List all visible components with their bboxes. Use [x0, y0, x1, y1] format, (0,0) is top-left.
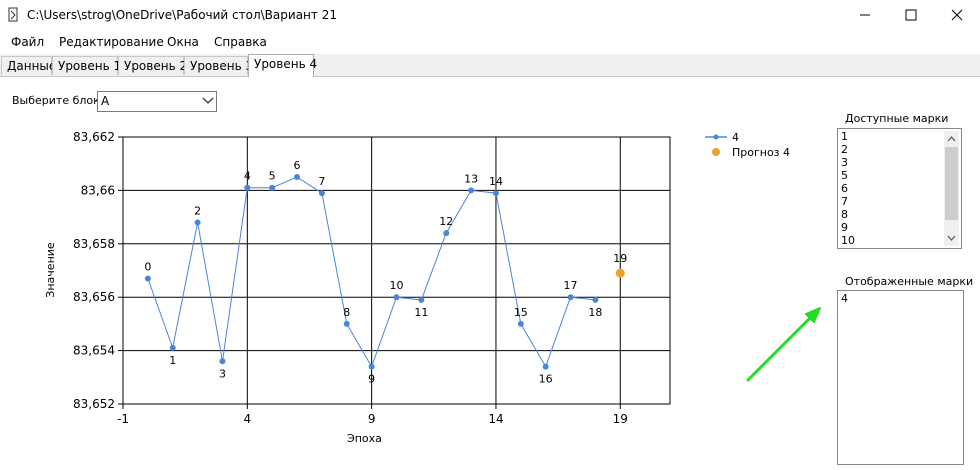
- maximize-icon[interactable]: [888, 0, 934, 30]
- displayed-marks-label: Отображенные марки: [845, 275, 974, 288]
- x-tick-label: 9: [368, 412, 376, 426]
- block-select-label: Выберите блок:: [12, 94, 104, 107]
- data-point: [443, 230, 450, 237]
- mark-list-item[interactable]: 3: [841, 156, 848, 169]
- point-label: 15: [514, 306, 528, 319]
- mark-list-item[interactable]: 9: [841, 221, 848, 234]
- menu-help[interactable]: Справка: [214, 35, 267, 49]
- close-icon[interactable]: [934, 0, 980, 30]
- tab-divider: [0, 76, 980, 77]
- y-tick-label: 83,658: [73, 237, 115, 251]
- forecast-point: [615, 268, 625, 278]
- minimize-icon[interactable]: [842, 0, 888, 30]
- data-point: [219, 358, 226, 365]
- mark-list-item[interactable]: 1: [841, 130, 848, 143]
- data-point: [393, 294, 400, 301]
- point-label: 0: [144, 261, 151, 274]
- block-select[interactable]: [97, 91, 217, 112]
- available-marks-label: Доступные марки: [845, 112, 949, 125]
- y-tick-label: 83,654: [73, 344, 115, 358]
- scrollbar-thumb[interactable]: [945, 147, 958, 220]
- available-marks-list[interactable]: [837, 128, 962, 249]
- menu-windows[interactable]: Окна: [167, 35, 199, 49]
- point-label: 16: [539, 373, 553, 386]
- legend-forecast-marker: [712, 148, 720, 156]
- point-label: 18: [588, 306, 602, 319]
- point-label: 13: [464, 172, 478, 185]
- title-bar: [0, 0, 980, 30]
- menu-bar: [0, 31, 980, 53]
- data-point: [492, 190, 499, 197]
- mark-list-item[interactable]: 10: [841, 234, 855, 247]
- chevron-down-icon[interactable]: [202, 96, 214, 106]
- mark-list-item[interactable]: 6: [841, 182, 848, 195]
- y-tick-label: 83,652: [73, 397, 115, 411]
- x-tick-label: 14: [488, 412, 503, 426]
- point-label: 5: [269, 170, 276, 183]
- y-tick-label: 83,656: [73, 290, 115, 304]
- y-axis-title: Значение: [44, 242, 57, 298]
- data-point: [368, 363, 375, 370]
- plot-area: [122, 136, 671, 405]
- point-label: 7: [318, 175, 325, 188]
- point-label: 6: [294, 159, 301, 172]
- point-label: 2: [194, 204, 201, 217]
- point-label: 9: [368, 373, 375, 386]
- point-label: 17: [564, 279, 578, 292]
- scroll-down-icon[interactable]: [945, 233, 958, 243]
- point-label: 11: [414, 306, 428, 319]
- data-point: [517, 320, 524, 327]
- tab-level-1[interactable]: Уровень 1: [52, 56, 121, 75]
- legend-line-dot: [713, 134, 719, 140]
- data-point: [468, 187, 475, 194]
- scroll-up-icon[interactable]: [945, 134, 958, 144]
- tab-level-2[interactable]: Уровень 2: [118, 56, 187, 75]
- x-tick-label: -1: [117, 412, 129, 426]
- point-label: 3: [219, 367, 226, 380]
- point-label: 10: [390, 279, 404, 292]
- mark-list-item[interactable]: 8: [841, 208, 848, 221]
- legend-label-forecast: Прогноз 4: [732, 146, 790, 159]
- data-point: [343, 320, 350, 327]
- point-label: 4: [244, 170, 251, 183]
- data-point: [542, 363, 549, 370]
- point-label: 12: [439, 215, 453, 228]
- mark-list-item[interactable]: 7: [841, 195, 848, 208]
- block-select-value: A: [101, 94, 110, 108]
- x-axis-title: Эпоха: [347, 432, 382, 445]
- data-point: [144, 275, 151, 282]
- tab-level-4[interactable]: Уровень 4: [248, 54, 317, 77]
- annotation-arrow-icon: [746, 307, 821, 382]
- tab-data[interactable]: Данные: [1, 56, 56, 75]
- menu-file[interactable]: Файл: [11, 35, 45, 49]
- data-point: [294, 174, 301, 181]
- x-tick-label: 19: [613, 412, 628, 426]
- data-point: [567, 294, 574, 301]
- data-point: [318, 190, 325, 197]
- data-point: [244, 184, 251, 191]
- data-point: [592, 296, 599, 303]
- line-chart: 83,652 83,654 83,656 83,658 83,66 83,662 -1 4 9 1…: [44, 130, 790, 445]
- menu-edit[interactable]: Редактирование: [59, 35, 164, 49]
- point-label: 14: [489, 175, 503, 188]
- point-label: 1: [169, 354, 176, 367]
- mark-list-item[interactable]: 5: [841, 169, 848, 182]
- legend-label-series: 4: [732, 131, 739, 144]
- data-point: [169, 344, 176, 351]
- y-tick-label: 83,662: [73, 130, 115, 144]
- data-point: [269, 184, 276, 191]
- x-tick-label: 4: [243, 412, 251, 426]
- displayed-marks-list[interactable]: [837, 290, 964, 465]
- data-point: [194, 219, 201, 226]
- data-point: [418, 296, 425, 303]
- forecast-label: 19: [613, 252, 627, 265]
- window-title: C:\Users\strog\OneDrive\Рабочий стол\Вар…: [27, 8, 337, 22]
- displayed-mark-item[interactable]: 4: [841, 292, 848, 305]
- tab-level-3[interactable]: Уровень 3: [184, 56, 253, 75]
- app-icon: [8, 7, 18, 22]
- point-label: 8: [343, 306, 350, 319]
- y-tick-label: 83,66: [81, 183, 115, 197]
- mark-list-item[interactable]: 2: [841, 143, 848, 156]
